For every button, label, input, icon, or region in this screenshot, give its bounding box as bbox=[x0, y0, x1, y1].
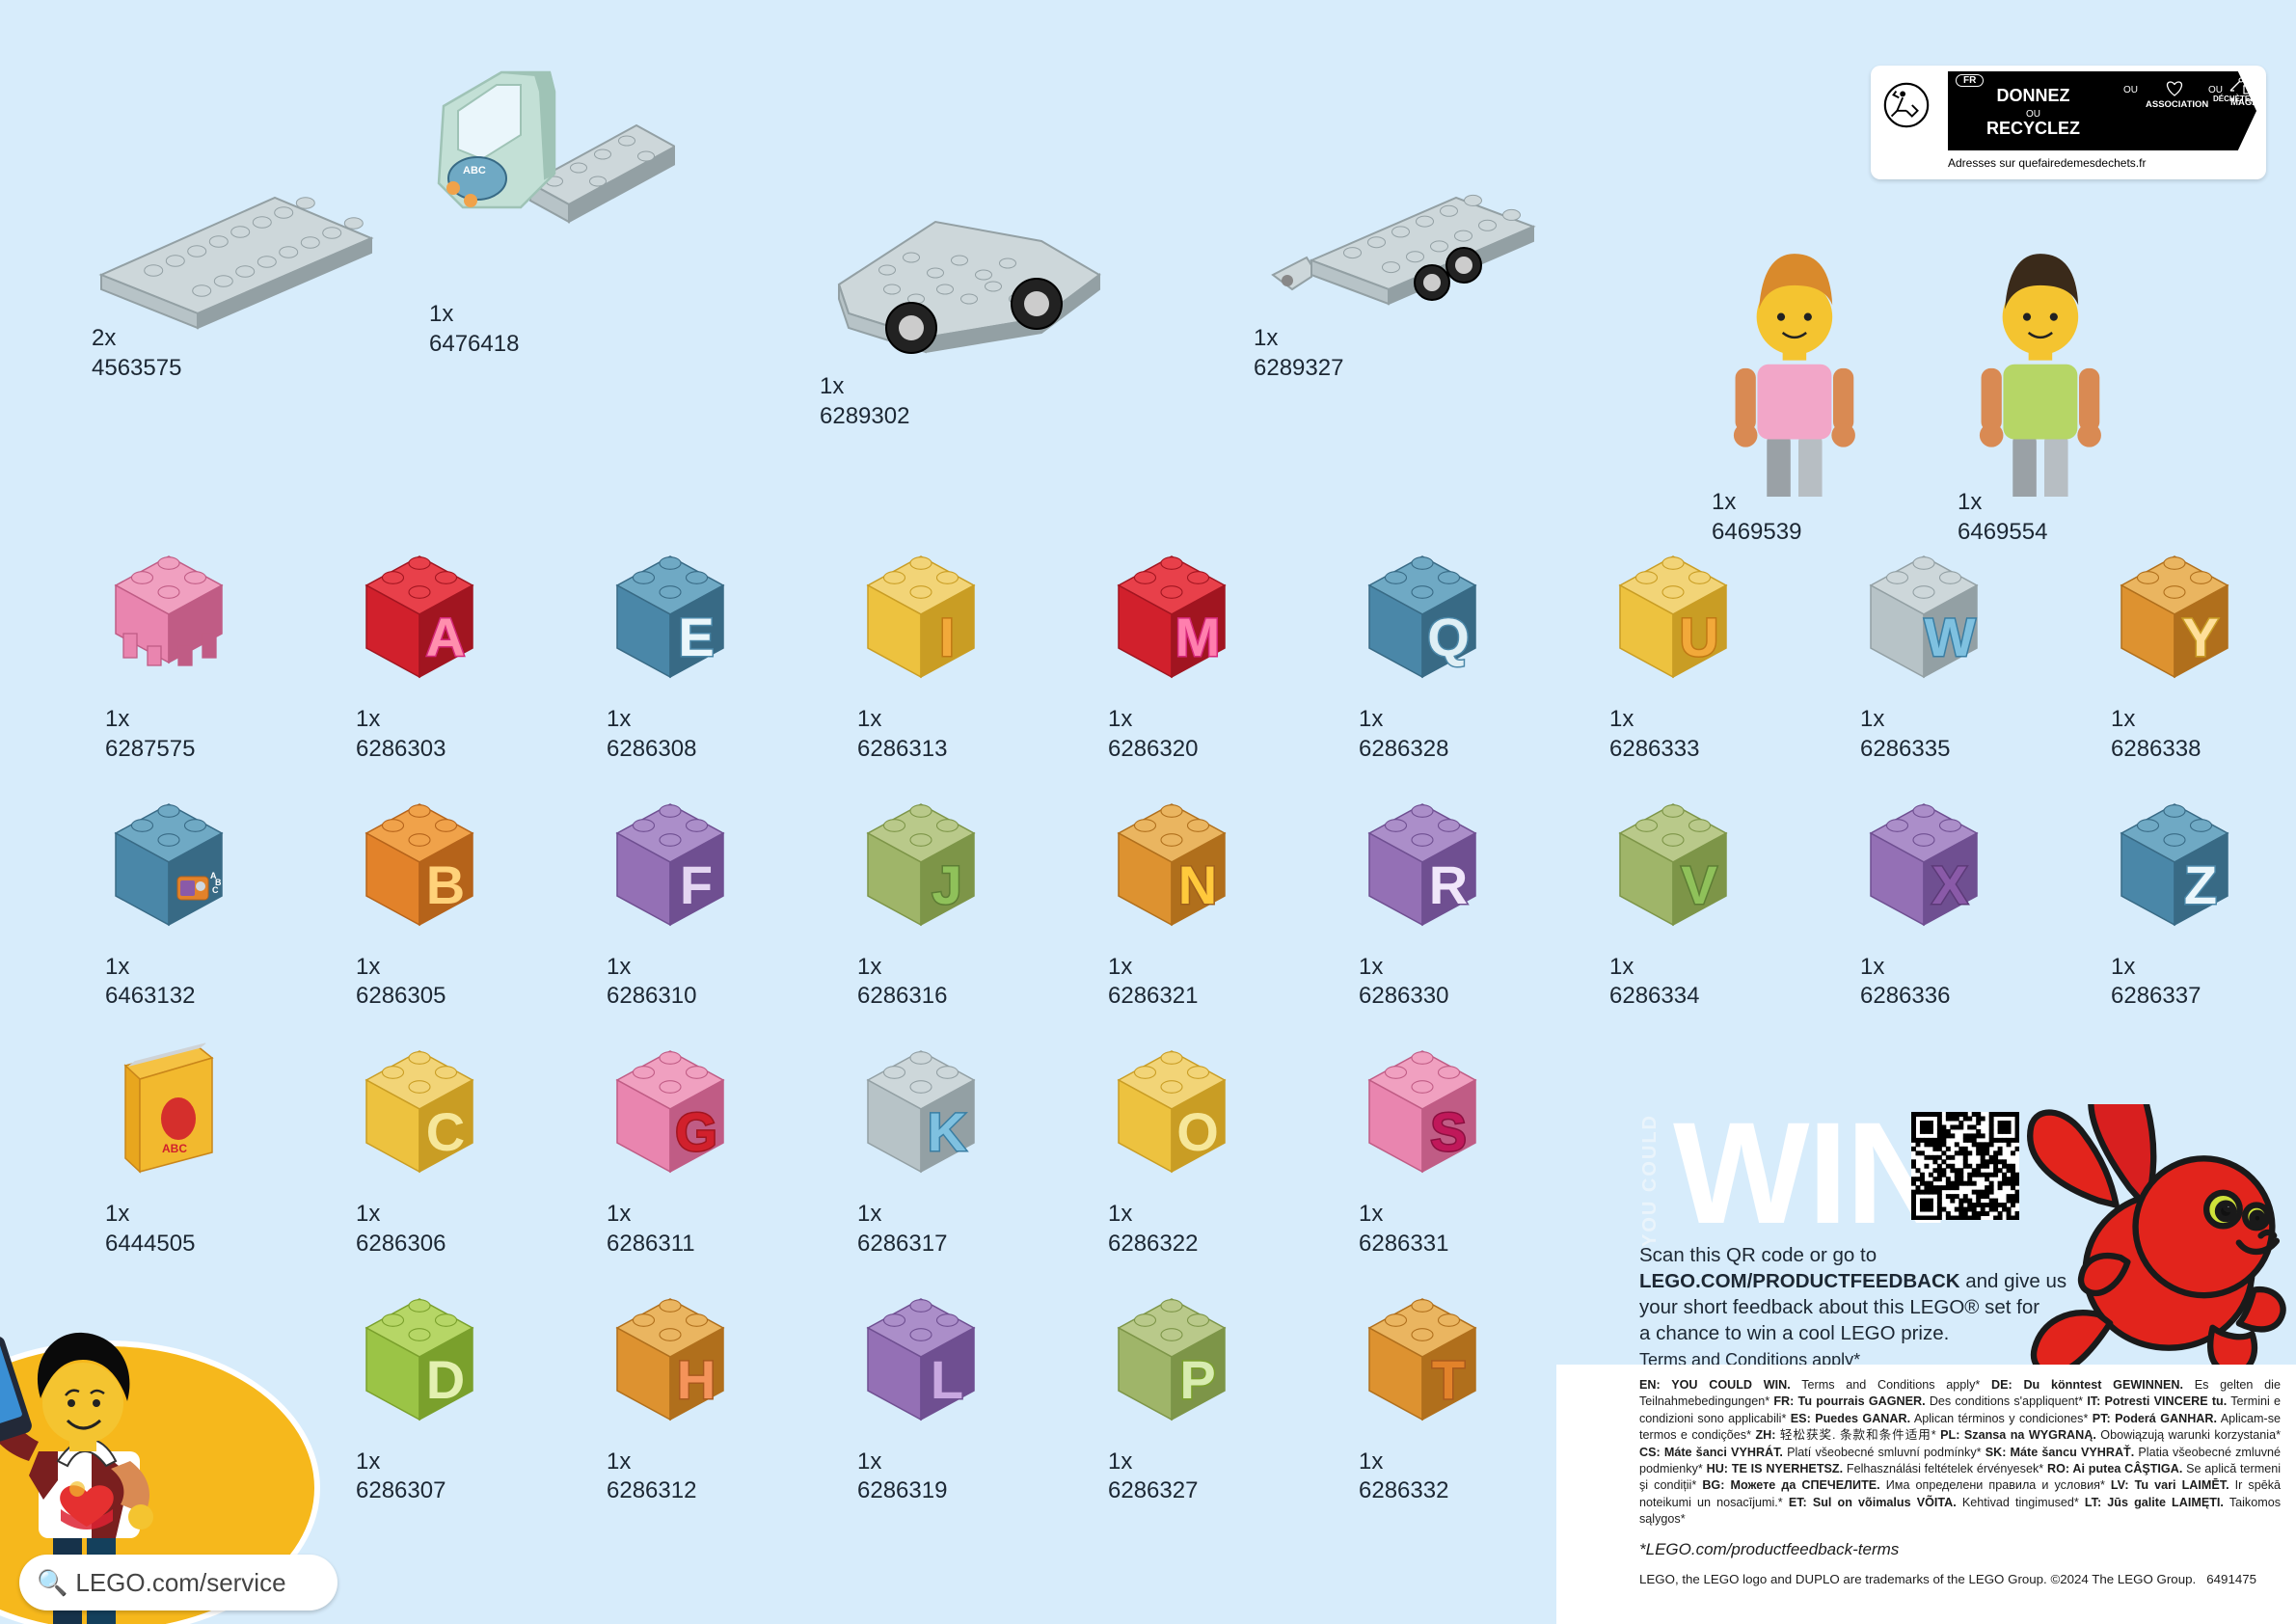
svg-text:ABC: ABC bbox=[162, 1142, 187, 1155]
svg-text:L: L bbox=[931, 1349, 963, 1410]
svg-text:Y: Y bbox=[2182, 607, 2218, 667]
svg-text:N: N bbox=[1178, 854, 1217, 915]
svg-text:H: H bbox=[677, 1349, 716, 1410]
svg-text:Z: Z bbox=[2184, 854, 2217, 915]
svg-text:O: O bbox=[1176, 1101, 1219, 1162]
svg-text:P: P bbox=[1179, 1349, 1215, 1410]
svg-text:I: I bbox=[939, 607, 955, 667]
svg-text:F: F bbox=[680, 854, 713, 915]
svg-text:R: R bbox=[1429, 854, 1468, 915]
svg-text:D: D bbox=[426, 1349, 465, 1410]
svg-text:B: B bbox=[426, 854, 465, 915]
svg-text:M: M bbox=[1175, 607, 1221, 667]
svg-text:Q: Q bbox=[1427, 607, 1470, 667]
svg-text:U: U bbox=[1680, 607, 1718, 667]
svg-text:V: V bbox=[1681, 854, 1716, 915]
svg-text:ABC: ABC bbox=[463, 165, 486, 176]
svg-text:A: A bbox=[426, 607, 465, 667]
svg-text:J: J bbox=[932, 854, 961, 915]
svg-text:X: X bbox=[1931, 854, 1967, 915]
svg-text:S: S bbox=[1430, 1101, 1466, 1162]
svg-text:C: C bbox=[426, 1101, 465, 1162]
svg-text:W: W bbox=[1925, 607, 1976, 667]
svg-text:T: T bbox=[1432, 1349, 1465, 1410]
svg-text:K: K bbox=[928, 1101, 966, 1162]
svg-text:C: C bbox=[212, 885, 219, 895]
svg-text:E: E bbox=[678, 607, 714, 667]
svg-text:G: G bbox=[675, 1101, 717, 1162]
